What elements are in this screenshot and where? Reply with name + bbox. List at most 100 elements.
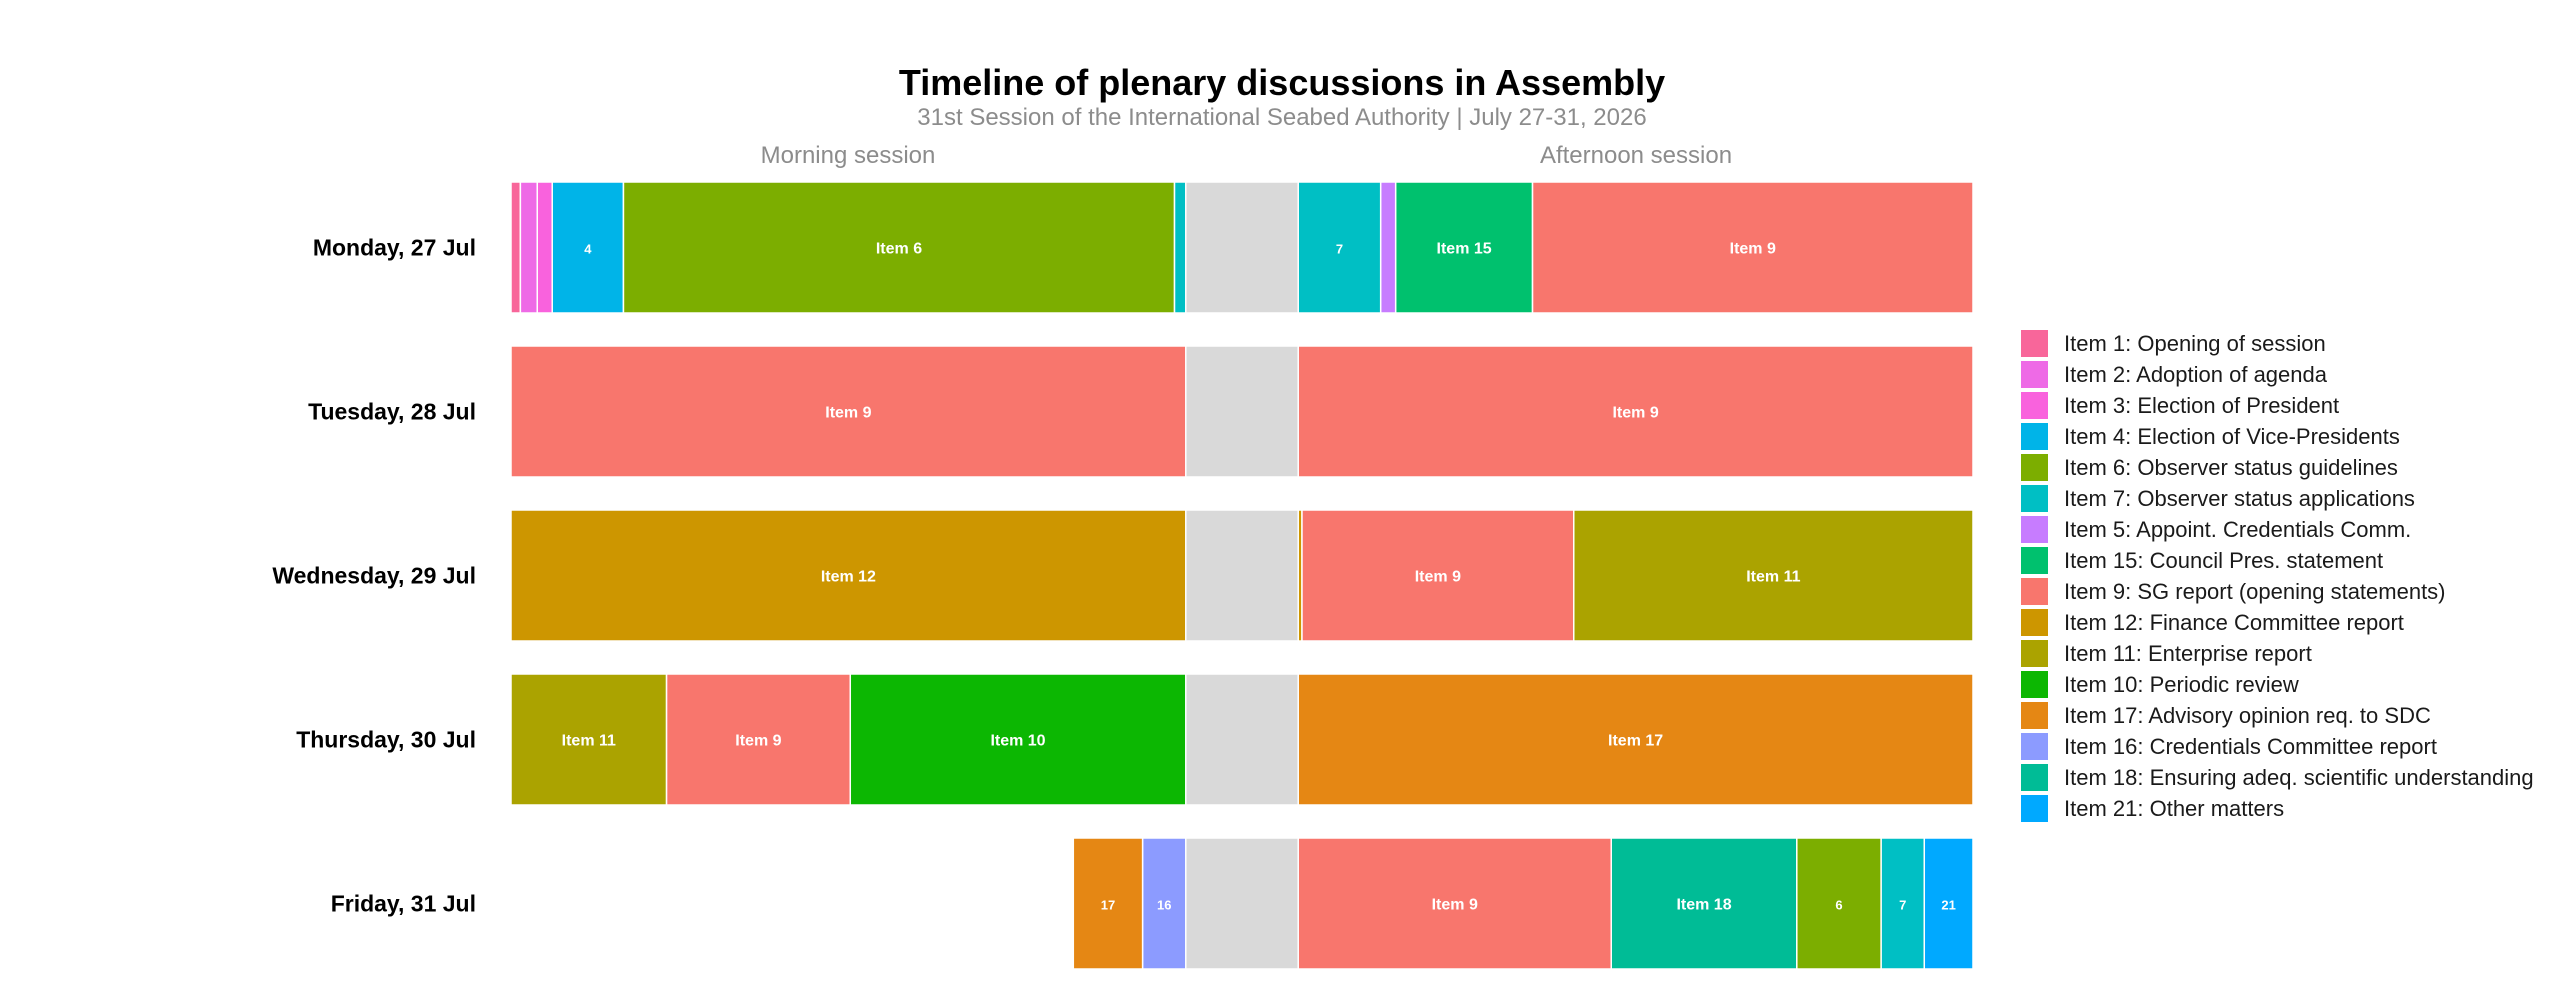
segment-label: Item 9	[1612, 405, 1658, 422]
segment-label: Item 17	[1608, 733, 1663, 750]
afternoon-session-label: Afternoon session	[1540, 142, 1732, 169]
segment-label: Item 9	[1415, 569, 1461, 586]
segment-label: Item 6	[876, 241, 922, 258]
segment-bar-item-1	[510, 181, 522, 314]
legend-label: Item 1: Opening of session	[2064, 331, 2326, 356]
legend-swatch	[2021, 423, 2048, 450]
legend-entry: Item 9: SG report (opening statements)	[2021, 578, 2446, 605]
legend-swatch	[2021, 330, 2048, 357]
legend-swatch	[2021, 454, 2048, 481]
segment-bar-item-18	[1610, 837, 1798, 970]
segment-bar-item-15	[1394, 181, 1534, 314]
segment-bar-item-9	[1297, 345, 1974, 478]
segment-bar-item-21	[1923, 837, 1974, 970]
segment-label: 21	[1941, 898, 1955, 913]
legend-swatch	[2021, 609, 2048, 636]
legend-entry: Item 1: Opening of session	[2021, 330, 2326, 357]
legend-entry: Item 12: Finance Committee report	[2021, 609, 2404, 636]
legend-entry: Item 21: Other matters	[2021, 795, 2284, 822]
segment-label: Item 11	[1746, 569, 1800, 586]
lunch-break-block	[1185, 345, 1299, 478]
segment-label: 16	[1157, 898, 1171, 913]
segment-bar-item-6	[622, 181, 1176, 314]
legend-label: Item 2: Adoption of agenda	[2064, 362, 2328, 387]
day-label: Monday, 27 Jul	[313, 235, 476, 261]
day-label: Tuesday, 28 Jul	[308, 399, 476, 425]
segment-bar-item-6	[1796, 837, 1882, 970]
segment-label: 7	[1336, 242, 1343, 257]
segment-label: Item 18	[1676, 897, 1731, 914]
legend-entry: Item 11: Enterprise report	[2021, 640, 2312, 667]
segment-label: 7	[1899, 898, 1906, 913]
segment-label: Item 9	[825, 405, 871, 422]
lunch-break-block	[1185, 181, 1299, 314]
legend-swatch	[2021, 578, 2048, 605]
segment-bar-item-12	[510, 509, 1187, 642]
legend-label: Item 18: Ensuring adeq. scientific under…	[2064, 765, 2534, 790]
legend-swatch	[2021, 795, 2048, 822]
legend-entry: Item 2: Adoption of agenda	[2021, 361, 2328, 388]
legend-label: Item 3: Election of President	[2064, 393, 2339, 418]
lunch-break-block	[1185, 837, 1299, 970]
segment-label: 4	[584, 242, 592, 257]
legend-label: Item 12: Finance Committee report	[2064, 610, 2404, 635]
legend-label: Item 9: SG report (opening statements)	[2064, 579, 2446, 604]
timeline-rows: Monday, 27 Jul 4 Item 6 7 Item 15 Item 9 Tuesd…	[272, 181, 1974, 970]
legend-swatch	[2021, 361, 2048, 388]
day-row: Thursday, 30 Jul Item 11 Item 9 Item 10 Item…	[296, 673, 1974, 806]
legend-label: Item 10: Periodic review	[2064, 672, 2299, 697]
segment-label: Item 9	[1432, 897, 1478, 914]
legend-label: Item 7: Observer status applications	[2064, 486, 2415, 511]
day-label: Wednesday, 29 Jul	[272, 563, 476, 589]
legend-label: Item 5: Appoint. Credentials Comm.	[2064, 517, 2411, 542]
legend-swatch	[2021, 702, 2048, 729]
segment-label: Item 15	[1437, 241, 1492, 258]
legend-label: Item 17: Advisory opinion req. to SDC	[2064, 703, 2431, 728]
morning-session-label: Morning session	[761, 142, 936, 169]
legend-swatch	[2021, 547, 2048, 574]
segment-bar-item-7	[1297, 181, 1382, 314]
segment-bar-item-9	[1531, 181, 1974, 314]
legend-entry: Item 18: Ensuring adeq. scientific under…	[2021, 764, 2534, 791]
segment-bar-item-17	[1297, 673, 1974, 806]
legend-swatch	[2021, 485, 2048, 512]
segment-bar-item-2	[519, 181, 538, 314]
segment-bar-item-16	[1141, 837, 1187, 970]
legend-label: Item 11: Enterprise report	[2064, 641, 2312, 666]
segment-bar-item-7	[1173, 181, 1187, 314]
legend-entry: Item 16: Credentials Committee report	[2021, 733, 2437, 760]
day-row: Friday, 31 Jul 17 16 Item 9 Item 18 6 7 21	[331, 837, 1974, 970]
segment-label: Item 10	[990, 733, 1045, 750]
chart-subtitle: 31st Session of the International Seabed…	[917, 104, 1646, 131]
legend-entry: Item 5: Appoint. Credentials Comm.	[2021, 516, 2411, 543]
segment-bar-item-11	[510, 673, 668, 806]
legend: Item 1: Opening of session Item 2: Adopti…	[2021, 330, 2534, 822]
legend-label: Item 4: Election of Vice-Presidents	[2064, 424, 2400, 449]
legend-label: Item 6: Observer status guidelines	[2064, 455, 2398, 480]
segment-bar-item-5	[1379, 181, 1397, 314]
segment-bar-item-9	[510, 345, 1187, 478]
legend-entry: Item 15: Council Pres. statement	[2021, 547, 2383, 574]
day-label: Friday, 31 Jul	[331, 891, 476, 917]
legend-entry: Item 7: Observer status applications	[2021, 485, 2415, 512]
chart-title: Timeline of plenary discussions in Assem…	[899, 62, 1665, 103]
legend-label: Item 16: Credentials Committee report	[2064, 734, 2437, 759]
legend-label: Item 21: Other matters	[2064, 796, 2284, 821]
lunch-break-block	[1185, 509, 1299, 642]
segment-bar-item-4	[551, 181, 625, 314]
legend-swatch	[2021, 671, 2048, 698]
lunch-break-block	[1185, 673, 1299, 806]
segment-bar-item-9	[1301, 509, 1575, 642]
segment-bar-item-3	[536, 181, 553, 314]
day-label: Thursday, 30 Jul	[296, 727, 476, 753]
legend-swatch	[2021, 733, 2048, 760]
legend-swatch	[2021, 516, 2048, 543]
legend-swatch	[2021, 640, 2048, 667]
legend-entry: Item 6: Observer status guidelines	[2021, 454, 2398, 481]
legend-entry: Item 10: Periodic review	[2021, 671, 2299, 698]
day-row: Monday, 27 Jul 4 Item 6 7 Item 15 Item 9	[313, 181, 1974, 314]
segment-label: Item 12	[821, 569, 876, 586]
segment-label: Item 11	[562, 733, 616, 750]
segment-label: 6	[1835, 898, 1842, 913]
